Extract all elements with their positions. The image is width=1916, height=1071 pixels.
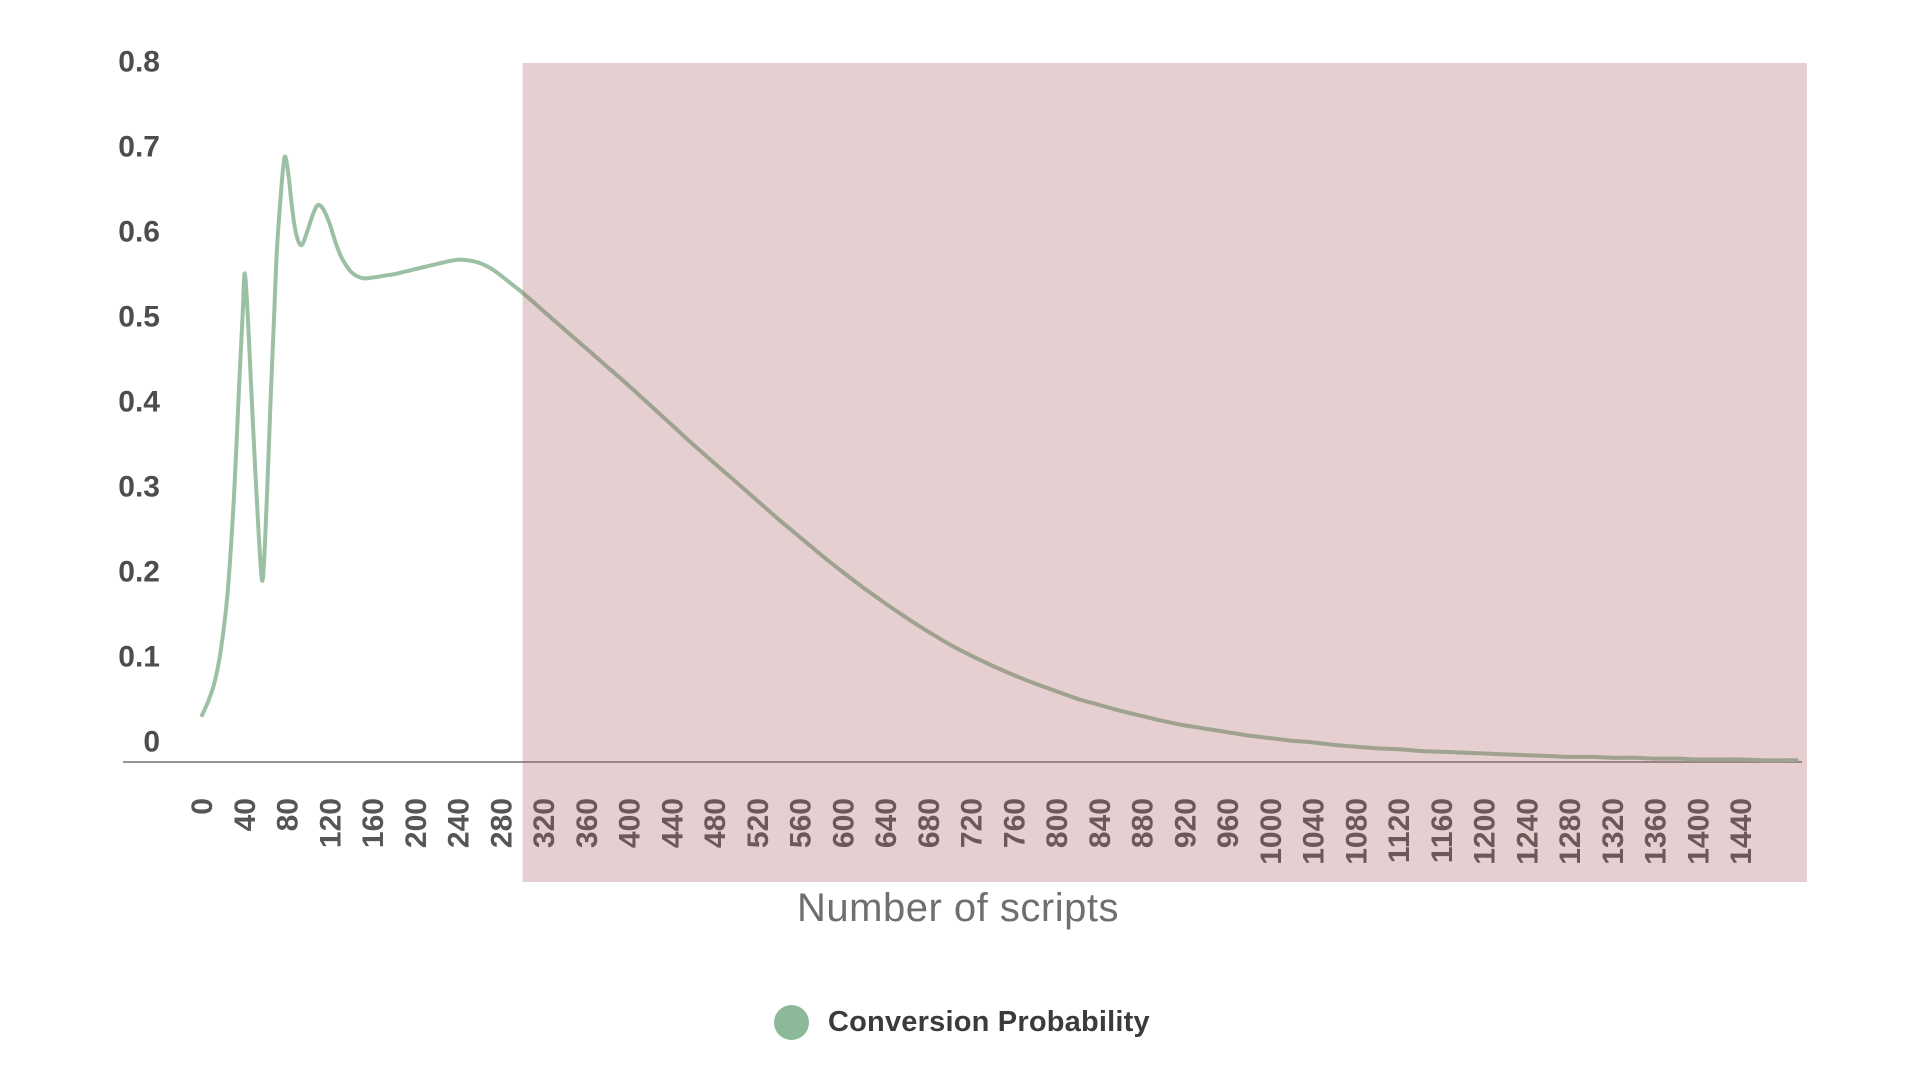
shaded-region-overlay — [522, 63, 1807, 882]
y-tick-label: 0.2 — [118, 556, 160, 589]
x-tick-label: 880 — [1127, 798, 1160, 848]
x-tick-label: 200 — [400, 798, 433, 848]
legend-marker-icon — [774, 1005, 809, 1040]
y-tick-label: 0.6 — [118, 216, 160, 249]
x-tick-label: 1400 — [1682, 798, 1715, 865]
x-tick-label: 1000 — [1255, 798, 1288, 865]
x-tick-label: 320 — [528, 798, 561, 848]
y-tick-label: 0.8 — [118, 46, 160, 79]
x-tick-label: 40 — [229, 798, 262, 831]
x-tick-label: 760 — [998, 798, 1031, 848]
y-tick-label: 0 — [143, 726, 160, 759]
x-tick-label: 120 — [314, 798, 347, 848]
x-tick-label: 1240 — [1511, 798, 1544, 865]
x-tick-label: 720 — [956, 798, 989, 848]
x-tick-label: 360 — [571, 798, 604, 848]
x-tick-label: 280 — [485, 798, 518, 848]
x-tick-label: 1280 — [1554, 798, 1587, 865]
legend: Conversion Probability — [774, 1005, 1150, 1040]
x-tick-label: 560 — [785, 798, 818, 848]
x-tick-label: 1200 — [1469, 798, 1502, 865]
x-tick-label: 600 — [827, 798, 860, 848]
x-tick-label: 1040 — [1298, 798, 1331, 865]
x-tick-label: 80 — [272, 798, 305, 831]
x-axis-title: Number of scripts — [797, 886, 1119, 930]
x-tick-label: 920 — [1169, 798, 1202, 848]
x-tick-label: 800 — [1041, 798, 1074, 848]
x-tick-label: 0 — [186, 798, 219, 815]
x-tick-label: 400 — [614, 798, 647, 848]
x-tick-label: 640 — [870, 798, 903, 848]
y-tick-label: 0.1 — [118, 641, 160, 674]
x-tick-label: 240 — [443, 798, 476, 848]
x-tick-label: 1320 — [1597, 798, 1630, 865]
y-tick-label: 0.3 — [118, 471, 160, 504]
x-tick-label: 440 — [656, 798, 689, 848]
legend-label: Conversion Probability — [828, 1006, 1150, 1038]
x-tick-label: 520 — [742, 798, 775, 848]
x-tick-label: 1360 — [1640, 798, 1673, 865]
x-tick-label: 1120 — [1383, 798, 1416, 863]
x-tick-label: 160 — [357, 798, 390, 848]
y-tick-label: 0.5 — [118, 301, 160, 334]
x-tick-label: 1160 — [1426, 798, 1459, 863]
y-tick-label: 0.7 — [118, 131, 160, 164]
y-tick-label: 0.4 — [118, 386, 160, 419]
x-tick-label: 680 — [913, 798, 946, 848]
x-tick-label: 840 — [1084, 798, 1117, 848]
x-tick-label: 1080 — [1340, 798, 1373, 865]
x-tick-label: 960 — [1212, 798, 1245, 848]
x-tick-label: 1440 — [1725, 798, 1758, 865]
series-line-conversion-probability — [200, 154, 1799, 763]
x-tick-label: 480 — [699, 798, 732, 848]
